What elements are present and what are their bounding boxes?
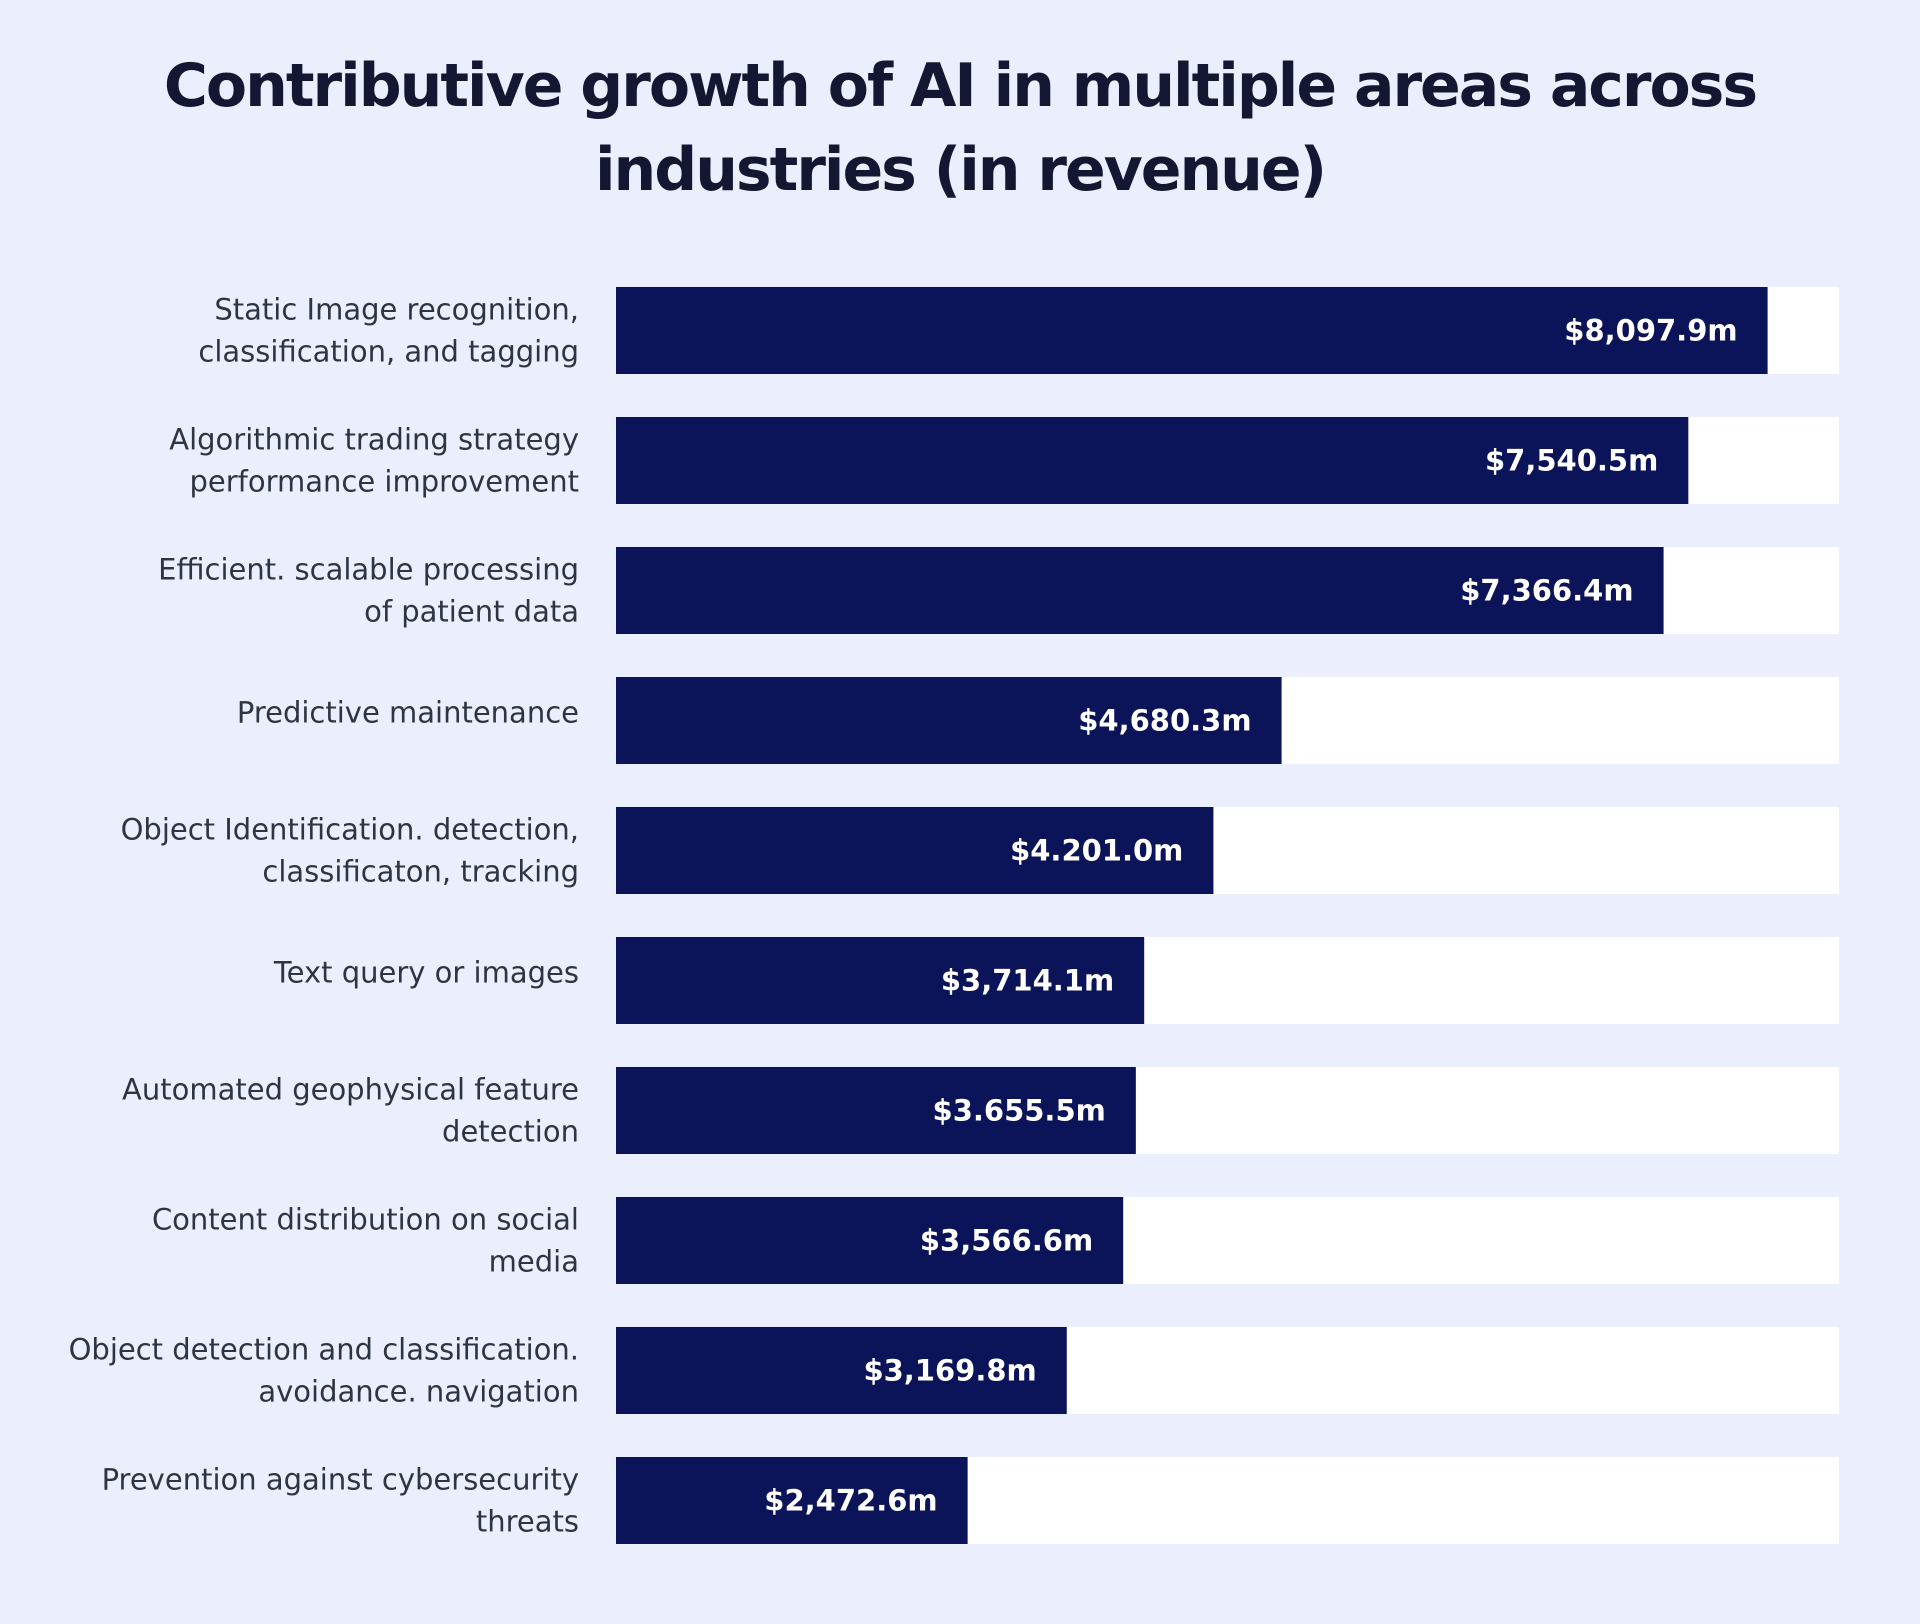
chart-title: Contributive growth of AI in multiple ar… bbox=[163, 51, 1758, 205]
category-label: Object Identification. detection, bbox=[121, 813, 579, 847]
category-label: avoidance. navigation bbox=[258, 1375, 579, 1409]
category-label: of patient data bbox=[364, 595, 579, 629]
category-label: detection bbox=[442, 1115, 579, 1149]
data-label: $3.655.5m bbox=[933, 1094, 1106, 1128]
category-label: performance improvement bbox=[189, 465, 579, 499]
category-label: Text query or images bbox=[273, 956, 579, 990]
data-label: $2,472.6m bbox=[764, 1484, 937, 1518]
bar bbox=[616, 677, 1282, 764]
category-label: classificaton, tracking bbox=[262, 855, 579, 889]
bar bbox=[616, 807, 1214, 894]
category-label: classification, and tagging bbox=[198, 335, 579, 369]
category-label: Static Image recognition, bbox=[214, 293, 579, 327]
bar bbox=[616, 287, 1768, 374]
data-label: $8,097.9m bbox=[1564, 314, 1737, 348]
category-label: Prevention against cybersecurity bbox=[102, 1463, 579, 1497]
category-label: Efficient. scalable processing bbox=[158, 553, 579, 587]
category-label: Predictive maintenance bbox=[237, 696, 579, 730]
bar bbox=[616, 1067, 1136, 1154]
data-label: $7,540.5m bbox=[1485, 444, 1658, 478]
data-label: $3,566.6m bbox=[920, 1224, 1093, 1258]
data-label: $7,366.4m bbox=[1460, 574, 1633, 608]
category-label: Object detection and classification. bbox=[69, 1333, 579, 1367]
data-label: $4.201.0m bbox=[1010, 834, 1183, 868]
data-label: $3,714.1m bbox=[941, 964, 1114, 998]
category-label: Content distribution on social bbox=[152, 1203, 579, 1237]
bar bbox=[616, 937, 1145, 1024]
category-label: Automated geophysical feature bbox=[122, 1073, 579, 1107]
bar bbox=[616, 417, 1689, 504]
bar bbox=[616, 547, 1664, 634]
category-label: media bbox=[489, 1245, 579, 1279]
category-label: threats bbox=[476, 1505, 579, 1539]
bar bbox=[616, 1457, 968, 1544]
category-label: Algorithmic trading strategy bbox=[169, 423, 579, 457]
data-label: $3,169.8m bbox=[863, 1354, 1036, 1388]
data-label: $4,680.3m bbox=[1078, 704, 1251, 738]
bar bbox=[616, 1197, 1124, 1284]
bar bbox=[616, 1327, 1067, 1414]
